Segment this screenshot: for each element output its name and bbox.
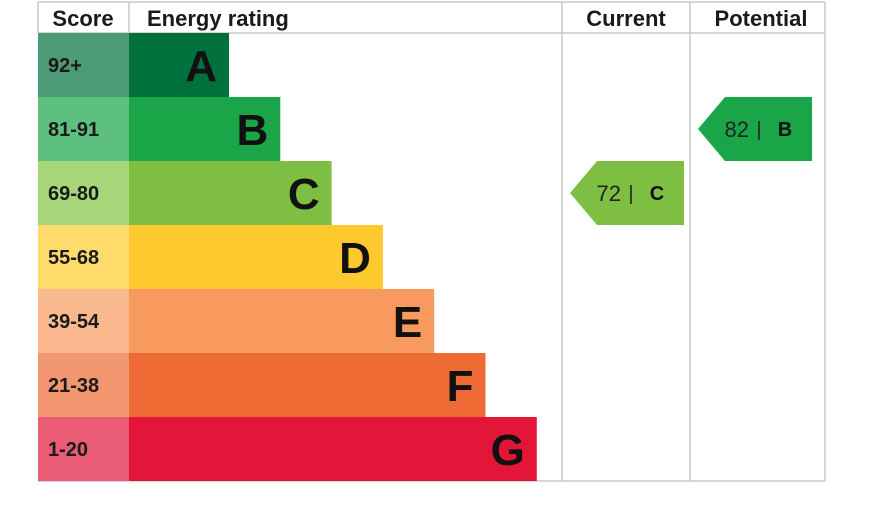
rating-letter-c: C bbox=[288, 170, 320, 219]
rating-bar-e bbox=[129, 289, 435, 353]
rating-letter-f: F bbox=[447, 362, 474, 411]
potential-rating-separator: | bbox=[756, 119, 761, 141]
rating-bar-a bbox=[129, 33, 229, 97]
current-rating-arrow bbox=[570, 161, 684, 225]
score-range-b: 81-91 bbox=[48, 119, 99, 141]
rating-bar-c bbox=[129, 161, 332, 225]
rating-bar-g bbox=[129, 417, 537, 481]
header-current: Current bbox=[586, 6, 666, 31]
score-range-f: 21-38 bbox=[48, 375, 99, 397]
score-cell-g bbox=[38, 417, 129, 481]
score-range-a: 92+ bbox=[48, 55, 82, 77]
score-cell-d bbox=[38, 225, 129, 289]
score-cell-c bbox=[38, 161, 129, 225]
rating-letter-b: B bbox=[237, 106, 269, 155]
score-range-g: 1-20 bbox=[48, 439, 88, 461]
current-rating-band: C bbox=[650, 183, 664, 205]
rating-letter-d: D bbox=[339, 234, 371, 283]
score-range-d: 55-68 bbox=[48, 247, 99, 269]
current-rating-value: 72 bbox=[597, 181, 621, 206]
rating-letter-e: E bbox=[393, 298, 422, 347]
rating-indicators: 72 | C 82 | B bbox=[570, 97, 812, 225]
score-range-e: 39-54 bbox=[48, 311, 100, 333]
score-cell-a bbox=[38, 33, 129, 97]
rating-letter-a: A bbox=[185, 42, 217, 91]
header-potential: Potential bbox=[715, 6, 808, 31]
rating-letter-g: G bbox=[491, 426, 525, 475]
rating-bands: 92+ A 81-91 B 69-80 C 55-68 D 39-54 E 21-38 F 1-20 G bbox=[38, 33, 537, 481]
potential-rating-arrow bbox=[698, 97, 812, 161]
score-cell-b bbox=[38, 97, 129, 161]
potential-rating-value: 82 bbox=[725, 117, 749, 142]
rating-bar-f bbox=[129, 353, 486, 417]
header-score: Score bbox=[52, 6, 113, 31]
score-range-c: 69-80 bbox=[48, 183, 99, 205]
rating-bar-b bbox=[129, 97, 281, 161]
score-cell-e bbox=[38, 289, 129, 353]
score-cell-f bbox=[38, 353, 129, 417]
header-energy-rating: Energy rating bbox=[147, 6, 289, 31]
potential-rating-band: B bbox=[778, 119, 792, 141]
rating-bar-d bbox=[129, 225, 383, 289]
current-rating-separator: | bbox=[628, 183, 633, 205]
